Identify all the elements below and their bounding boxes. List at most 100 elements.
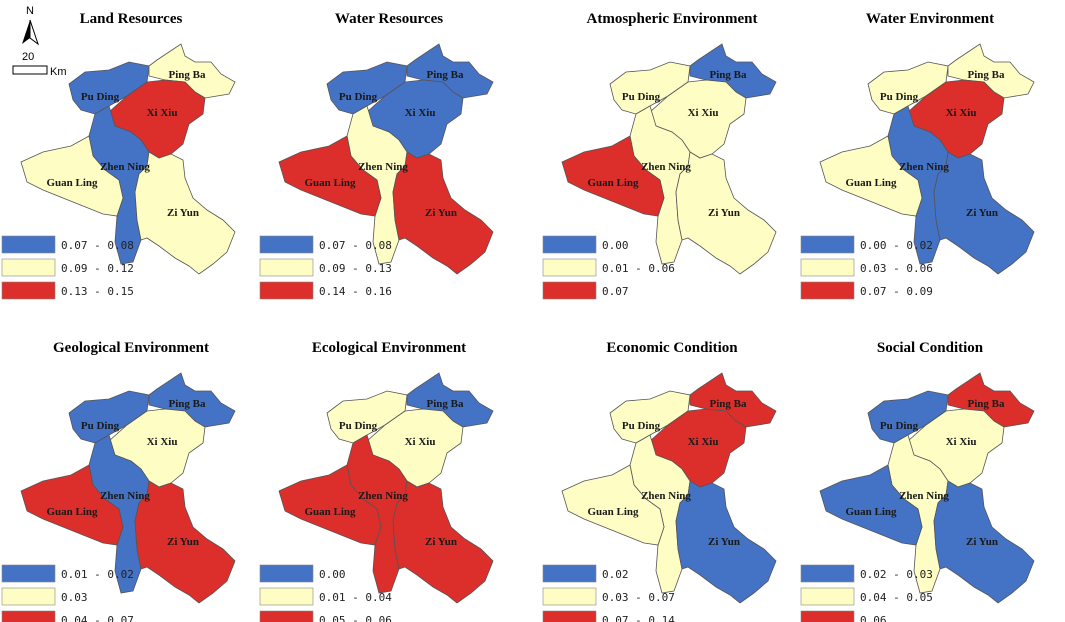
legend-swatch-high [259,281,314,300]
region-label-pu-ding: Pu Ding [81,91,120,103]
region-zi-yun [392,151,494,275]
region-guan-ling [278,135,382,217]
panel-title: Water Resources [335,11,443,27]
legend-label-mid: 0.03 - 0.07 [602,591,675,604]
map-scale: N 20 Km [12,5,67,78]
legend-label-high: 0.07 [602,285,629,298]
scale-value: 20 [22,51,34,63]
legend-label-low: 0.00 [602,239,629,252]
legend-label-mid: 0.04 - 0.05 [860,591,933,604]
region-label-zi-yun: Zi Yun [966,207,998,219]
legend-swatch-low [1,564,56,583]
region-label-guan-ling: Guan Ling [46,177,98,189]
region-zi-yun [134,480,236,604]
region-label-ping-ba: Ping Ba [427,69,464,81]
region-label-zi-yun: Zi Yun [167,536,199,548]
map-panel-social-condition: Social Condition Pu Ding Ping Ba Xi Xiu Zhen… [800,340,1035,622]
region-zi-yun [675,151,777,275]
region-label-xi-xiu: Xi Xiu [405,436,436,448]
legend-swatch-low [259,564,314,583]
legend-label-mid: 0.01 - 0.04 [319,591,392,604]
legend-label-low: 0.00 [319,568,346,581]
region-label-guan-ling: Guan Ling [845,506,897,518]
region-label-zhen-ning: Zhen Ning [641,490,691,502]
region-label-xi-xiu: Xi Xiu [688,107,719,119]
legend-label-high: 0.13 - 0.15 [61,285,134,298]
map-panel-atmospheric-environment: Atmospheric Environment Pu Ding Ping Ba Xi … [542,11,777,300]
legend-label-mid: 0.09 - 0.12 [61,262,134,275]
legend-swatch-mid [542,587,597,606]
legend-swatch-mid [542,258,597,277]
region-zi-yun [392,480,494,604]
region-label-pu-ding: Pu Ding [81,420,120,432]
legend-label-high: 0.06 [860,614,887,622]
region-label-ping-ba: Ping Ba [169,398,206,410]
legend-label-mid: 0.09 - 0.13 [319,262,392,275]
region-label-guan-ling: Guan Ling [304,506,356,518]
region-label-ping-ba: Ping Ba [427,398,464,410]
region-label-zhen-ning: Zhen Ning [899,161,949,173]
legend-swatch-mid [800,258,855,277]
region-label-zhen-ning: Zhen Ning [358,161,408,173]
region-zi-yun [675,480,777,604]
legend-swatch-mid [1,587,56,606]
legend-swatch-high [542,281,597,300]
legend-label-low: 0.01 - 0.02 [61,568,134,581]
region-label-zi-yun: Zi Yun [966,536,998,548]
region-label-zi-yun: Zi Yun [425,207,457,219]
legend-label-high: 0.07 - 0.09 [860,285,933,298]
scale-unit: Km [50,66,67,78]
region-label-pu-ding: Pu Ding [339,420,378,432]
region-label-guan-ling: Guan Ling [304,177,356,189]
legend-swatch-low [1,235,56,254]
region-label-xi-xiu: Xi Xiu [405,107,436,119]
legend-swatch-high [542,610,597,622]
region-label-guan-ling: Guan Ling [587,506,639,518]
region-label-pu-ding: Pu Ding [622,91,661,103]
legend-label-low: 0.07 - 0.08 [319,239,392,252]
region-label-xi-xiu: Xi Xiu [688,436,719,448]
region-label-ping-ba: Ping Ba [710,69,747,81]
region-guan-ling [819,464,923,546]
legend-label-low: 0.02 [602,568,629,581]
region-label-xi-xiu: Xi Xiu [147,436,178,448]
region-label-xi-xiu: Xi Xiu [946,436,977,448]
map-panel-land-resources: Land Resources Pu Ding Ping Ba Xi Xiu Zhen N… [1,11,236,300]
legend-swatch-low [542,235,597,254]
region-label-xi-xiu: Xi Xiu [946,107,977,119]
legend-swatch-low [542,564,597,583]
legend-label-mid: 0.03 - 0.06 [860,262,933,275]
region-label-zhen-ning: Zhen Ning [100,161,150,173]
scale-bar: 20 Km [12,51,67,78]
region-label-zhen-ning: Zhen Ning [100,490,150,502]
region-label-zi-yun: Zi Yun [708,536,740,548]
region-guan-ling [819,135,923,217]
legend-swatch-high [1,281,56,300]
north-label: N [26,5,34,17]
region-guan-ling [561,464,665,546]
panel-title: Ecological Environment [312,340,466,356]
legend-label-low: 0.07 - 0.08 [61,239,134,252]
region-guan-ling [20,135,124,217]
legend-swatch-high [800,610,855,622]
region-label-pu-ding: Pu Ding [339,91,378,103]
legend-swatch-high [800,281,855,300]
region-label-zi-yun: Zi Yun [167,207,199,219]
legend-label-high: 0.04 - 0.07 [61,614,134,622]
region-guan-ling [561,135,665,217]
legend-swatch-mid [800,587,855,606]
region-label-pu-ding: Pu Ding [622,420,661,432]
legend-swatch-low [800,235,855,254]
map-panel-ecological-environment: Ecological Environment Pu Ding Ping Ba Xi X… [259,340,494,622]
region-label-ping-ba: Ping Ba [169,69,206,81]
legend-swatch-mid [259,258,314,277]
legend-label-high: 0.05 - 0.06 [319,614,392,622]
region-zi-yun [933,480,1035,604]
region-zi-yun [933,151,1035,275]
legend-swatch-high [1,610,56,622]
region-label-zi-yun: Zi Yun [425,536,457,548]
region-zi-yun [134,151,236,275]
panel-title: Economic Condition [606,340,738,356]
region-guan-ling [278,464,382,546]
